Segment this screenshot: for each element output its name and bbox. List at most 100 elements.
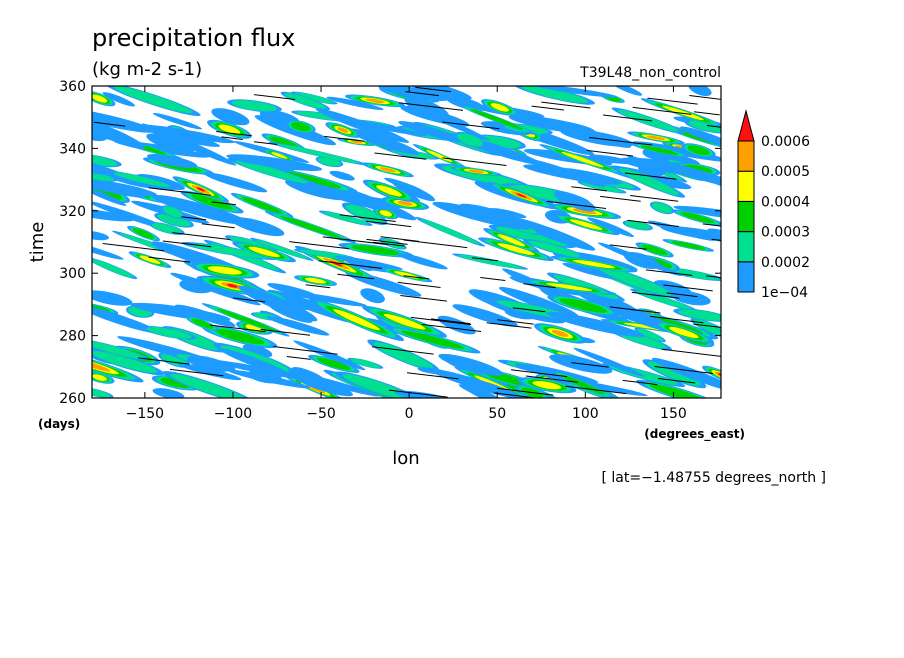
y-tick-label: 260 [59,391,86,407]
streak-line [510,369,568,378]
precip-cell [202,325,278,349]
streak-line [201,223,235,229]
precip-cell [362,305,448,338]
precip-contour [426,150,453,162]
precip-contour [207,266,242,275]
precip-contour [92,240,124,260]
precip-cell [597,242,682,277]
streak-line [647,97,698,105]
streak-line [371,346,434,355]
streak-line [431,318,471,325]
streak-line [181,216,207,221]
precip-cell [653,321,714,344]
precip-contour [681,164,713,174]
precip-cell [92,90,116,107]
precip-contour [152,112,203,130]
precip-cell [539,144,626,176]
precip-contour [92,290,133,306]
colorbar-extend-max [737,109,755,142]
precip-contour [399,86,472,100]
precip-contour [551,329,569,337]
streak-line [624,172,677,180]
streak-line [702,223,721,227]
precip-cell [405,103,491,141]
precip-contour [379,210,392,217]
precip-contour [92,184,127,206]
streak-line [689,95,721,100]
precip-contour [381,238,405,249]
precip-cell [92,230,110,241]
precip-cell [326,96,384,111]
precip-cell [526,158,606,187]
precip-cell [671,209,721,226]
precip-cell [92,240,124,260]
precip-contour [497,243,535,256]
precip-cell [92,349,144,383]
precip-contour [650,384,707,398]
x-tick-label: −100 [214,406,252,422]
colorbar-label: 0.0006 [761,134,810,150]
precip-cell [268,142,369,166]
precip-cell [92,184,127,206]
precip-cell [92,339,150,361]
precip-cell [92,154,150,188]
precip-contour [642,244,668,255]
precip-contour [286,370,380,397]
precip-cell [378,237,407,250]
precip-contour [398,121,466,143]
precip-cell [92,387,114,398]
colorbar-box [737,140,755,172]
precip-cell [456,103,537,135]
precip-cell [508,114,597,135]
precip-cell [399,86,472,100]
precip-contour [404,96,449,118]
precip-cell [238,285,318,322]
precip-cell [660,225,721,243]
precip-contour [293,340,366,371]
precip-contour [290,122,311,132]
streak-line [531,105,564,111]
precip-contour [488,208,527,219]
streak-line [216,131,252,137]
streak-line [442,157,507,166]
precip-contour [92,154,150,188]
streak-line [571,186,608,192]
streak-line [169,368,224,377]
precip-contour [688,86,712,97]
precip-cell [674,162,721,176]
streak-line [305,284,331,289]
precip-contour [139,255,161,264]
precip-cell [309,298,405,342]
precip-contour [438,353,504,376]
precip-cell [438,353,504,376]
precip-cell [227,99,282,113]
precip-cell [92,305,160,334]
precip-cell [550,255,637,273]
precip-cell [152,388,185,398]
streak-line [497,319,534,325]
streak-line [631,291,680,299]
precip-contour [92,387,111,398]
precip-contour [573,347,645,377]
precip-cell [488,208,527,219]
precip-contour [141,123,237,166]
y-tick-label: 340 [59,141,86,157]
latitude-annotation: [ lat=−1.48755 degrees_north ] [602,470,827,486]
streak-line [565,385,627,395]
precip-contour [146,153,198,168]
precip-contour [432,201,531,230]
streak-line [693,323,721,328]
precip-cell [673,308,721,322]
precip-cell [294,275,338,286]
precip-contour [379,167,397,173]
streak-line [138,357,190,365]
precip-contour [671,241,706,250]
precip-contour [92,360,111,372]
precip-contour [283,291,367,307]
x-tick-label: 0 [405,406,414,422]
precip-contour [669,326,699,339]
experiment-label: T39L48_non_control [579,65,721,81]
precip-contour [315,108,410,143]
streak-line [523,283,556,289]
precip-cell [227,157,316,186]
